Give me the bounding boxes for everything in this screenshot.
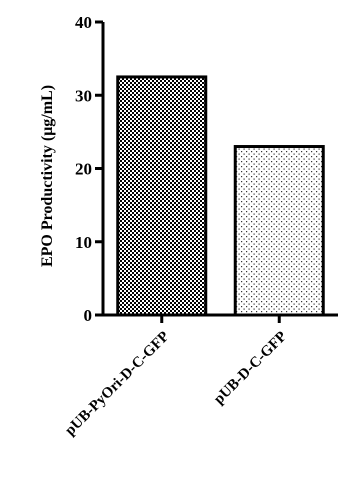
- y-tick-label: 0: [84, 306, 93, 325]
- y-tick-label: 30: [75, 86, 92, 105]
- y-axis-title: EPO Productivity (μg/mL): [39, 85, 56, 267]
- y-tick-label: 20: [75, 160, 92, 179]
- y-axis: 0 10 20 30 40: [75, 13, 105, 325]
- y-tick-label: 10: [75, 233, 92, 252]
- category-labels: pUB-PyOri-D-C-GFP pUB-D-C-GFP: [62, 329, 290, 439]
- bar-1: [116, 75, 208, 317]
- y-tick-label: 40: [75, 13, 92, 32]
- x-tick-label: pUB-D-C-GFP: [211, 329, 290, 408]
- bar-2: [233, 145, 325, 317]
- bars: [116, 75, 325, 317]
- x-tick-label: pUB-PyOri-D-C-GFP: [62, 329, 172, 439]
